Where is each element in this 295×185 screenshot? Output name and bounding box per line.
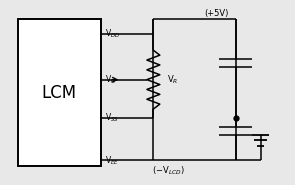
Text: V$_{O}$: V$_{O}$	[105, 73, 116, 86]
Text: V$_{DD}$: V$_{DD}$	[105, 28, 120, 40]
FancyBboxPatch shape	[18, 19, 101, 166]
Text: V$_R$: V$_R$	[167, 73, 178, 86]
Text: V$_{EE}$: V$_{EE}$	[105, 154, 119, 167]
Text: V$_{SS}$: V$_{SS}$	[105, 112, 119, 125]
Text: (+5V): (+5V)	[204, 9, 229, 18]
Text: LCM: LCM	[42, 83, 77, 102]
Text: ($-$V$_{LCD}$): ($-$V$_{LCD}$)	[152, 164, 184, 177]
